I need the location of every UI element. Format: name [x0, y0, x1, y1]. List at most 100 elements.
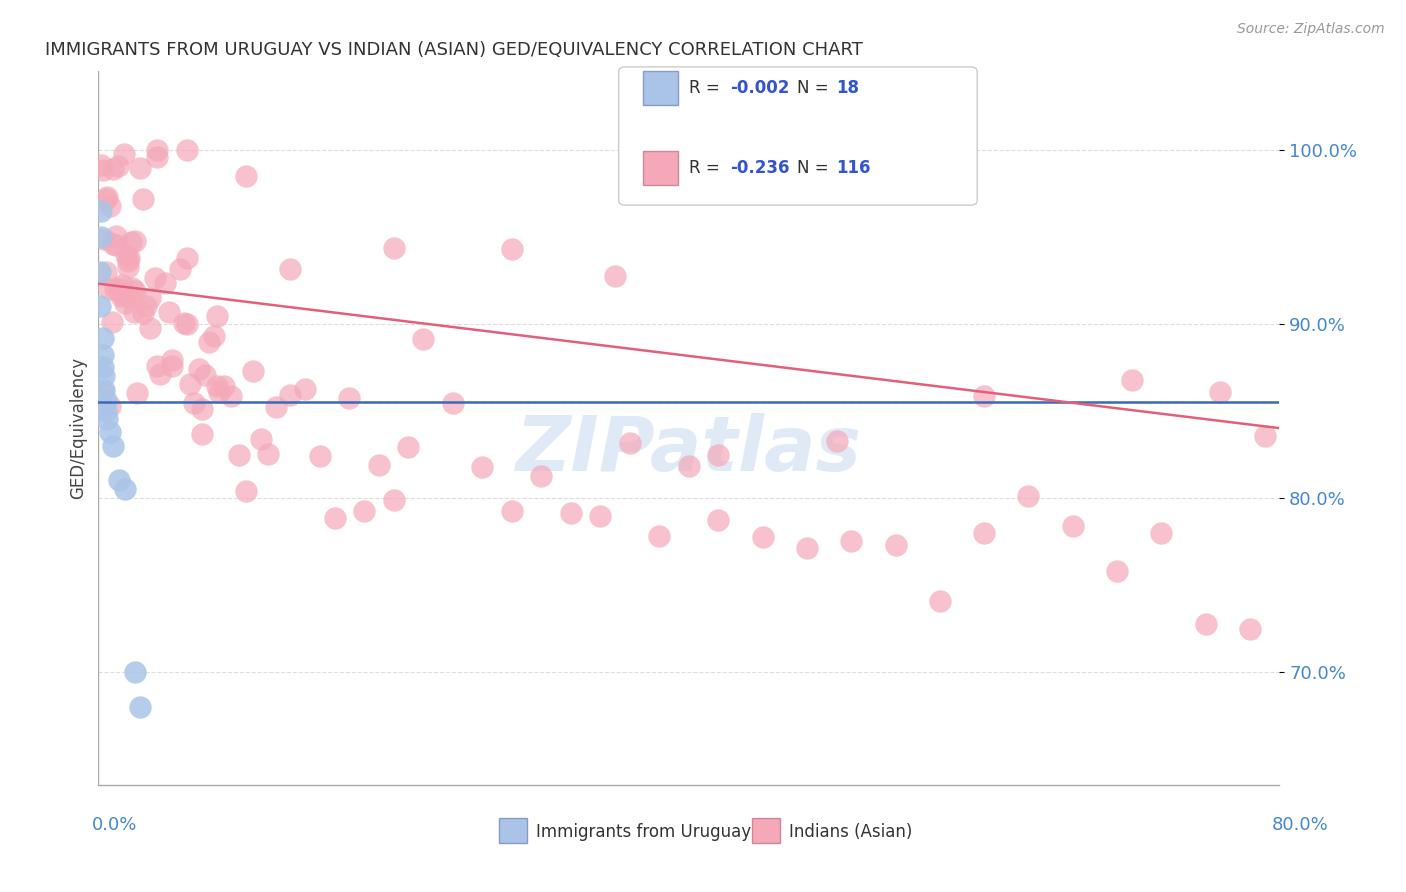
Point — [796, 541, 818, 555]
Point — [678, 458, 700, 473]
Point — [1107, 564, 1129, 578]
Point — [96, 189, 118, 203]
Point — [221, 389, 243, 403]
Point — [707, 448, 730, 462]
Point — [93, 383, 115, 397]
Text: -0.236: -0.236 — [730, 159, 789, 177]
Point — [176, 251, 198, 265]
Point — [198, 334, 221, 349]
Point — [242, 364, 264, 378]
Point — [212, 379, 235, 393]
Point — [280, 261, 302, 276]
Point — [339, 391, 361, 405]
Point — [294, 382, 316, 396]
Point — [94, 265, 117, 279]
Point — [139, 291, 162, 305]
Point — [191, 401, 214, 416]
Point — [91, 162, 114, 177]
Point — [117, 254, 139, 268]
Point — [228, 448, 250, 462]
Point — [90, 203, 112, 218]
Point — [125, 386, 148, 401]
Point — [139, 320, 162, 334]
Point — [115, 247, 138, 261]
Point — [1018, 489, 1040, 503]
Point — [117, 288, 139, 302]
Point — [110, 285, 132, 300]
Point — [202, 329, 225, 343]
Text: Immigrants from Uruguay: Immigrants from Uruguay — [536, 823, 751, 841]
Point — [111, 278, 134, 293]
Point — [146, 143, 169, 157]
Point — [90, 229, 112, 244]
Point — [121, 281, 143, 295]
Text: 18: 18 — [837, 79, 859, 97]
Text: 80.0%: 80.0% — [1272, 816, 1329, 834]
Point — [146, 150, 169, 164]
Point — [208, 385, 231, 400]
Point — [382, 241, 405, 255]
Point — [162, 359, 183, 373]
Point — [471, 459, 494, 474]
Point — [648, 529, 671, 543]
Point — [501, 242, 523, 256]
Point — [398, 440, 420, 454]
Point — [589, 509, 612, 524]
Point — [128, 161, 150, 176]
Point — [441, 395, 464, 409]
Point — [91, 384, 114, 398]
Point — [884, 539, 907, 553]
Point — [94, 403, 117, 417]
Point — [124, 665, 146, 679]
Text: Indians (Asian): Indians (Asian) — [789, 823, 912, 841]
Text: 116: 116 — [837, 159, 872, 177]
Point — [353, 504, 375, 518]
Point — [501, 504, 523, 518]
Point — [118, 252, 141, 266]
Point — [382, 492, 405, 507]
Point — [104, 282, 127, 296]
Point — [1209, 384, 1232, 399]
Point — [103, 161, 125, 176]
Point — [929, 593, 952, 607]
Point — [103, 237, 125, 252]
Point — [114, 296, 136, 310]
Text: N =: N = — [797, 79, 834, 97]
Text: N =: N = — [797, 159, 834, 177]
Point — [257, 447, 280, 461]
Point — [176, 318, 198, 332]
Point — [94, 193, 117, 207]
Point — [605, 269, 627, 284]
Point — [105, 228, 128, 243]
Point — [149, 367, 172, 381]
Point — [98, 199, 121, 213]
Point — [368, 458, 391, 472]
Point — [187, 362, 209, 376]
Point — [98, 425, 121, 439]
Point — [103, 439, 125, 453]
Point — [146, 359, 169, 373]
Point — [120, 235, 142, 249]
Y-axis label: GED/Equivalency: GED/Equivalency — [69, 357, 87, 500]
Point — [250, 432, 273, 446]
Point — [124, 234, 146, 248]
Point — [143, 271, 166, 285]
Point — [973, 525, 995, 540]
Point — [841, 534, 863, 549]
Point — [157, 305, 180, 319]
Text: ZIPatlas: ZIPatlas — [516, 413, 862, 486]
Point — [91, 360, 114, 375]
Text: -0.002: -0.002 — [730, 79, 789, 97]
Text: Source: ZipAtlas.com: Source: ZipAtlas.com — [1237, 22, 1385, 37]
Point — [132, 306, 155, 320]
Text: R =: R = — [689, 159, 725, 177]
Point — [91, 348, 114, 362]
Point — [89, 299, 111, 313]
Text: R =: R = — [689, 79, 725, 97]
Point — [1239, 622, 1261, 636]
Point — [194, 368, 217, 383]
Point — [323, 510, 346, 524]
Point — [191, 426, 214, 441]
Point — [94, 393, 117, 408]
Point — [110, 288, 132, 302]
